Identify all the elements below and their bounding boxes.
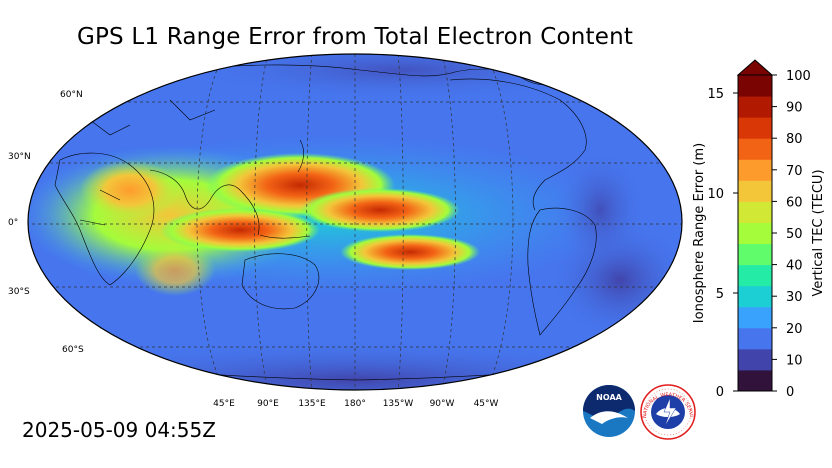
chart-title: GPS L1 Range Error from Total Electron C… [76, 24, 634, 50]
lat-label-60n: 60°N [60, 90, 83, 100]
colorbar-segment [738, 327, 772, 350]
colorbar-left-label: Ionosphere Range Error (m) [692, 143, 707, 323]
lon-label-135e: 135°E [298, 399, 326, 409]
left-tick-15: 15 [707, 87, 724, 102]
colorbar: 15 10 5 0 100 90 80 70 60 50 40 30 20 10… [692, 59, 826, 400]
right-tick-20: 20 [786, 322, 803, 337]
lon-label-135w: 135°W [383, 399, 414, 409]
lat-label-0: 0° [8, 218, 18, 228]
lat-label-30s: 30°S [8, 287, 30, 297]
colorbar-extend-arrow [736, 59, 774, 76]
colorbar-segments [738, 75, 772, 392]
colorbar-segment [738, 117, 772, 139]
colorbar-segment [738, 348, 772, 371]
timestamp: 2025-05-09 04:55Z [22, 418, 216, 442]
colorbar-segment [738, 159, 772, 181]
lon-label-90w: 90°W [430, 399, 455, 409]
left-tick-0: 0 [716, 385, 724, 400]
left-tick-5: 5 [716, 287, 724, 302]
colorbar-segment [738, 96, 772, 118]
lon-label-45e: 45°E [213, 399, 235, 409]
right-tick-50: 50 [786, 227, 803, 242]
right-tick-90: 90 [786, 101, 803, 116]
left-tick-10: 10 [707, 187, 724, 202]
colorbar-right-label: Vertical TEC (TECU) [811, 169, 826, 296]
colorbar-segment [738, 180, 772, 202]
lon-label-90e: 90°E [257, 399, 279, 409]
lat-label-60s: 60°S [62, 345, 84, 355]
colorbar-segment [738, 201, 772, 223]
right-tick-40: 40 [786, 259, 803, 274]
lat-label-30n: 30°N [8, 152, 31, 162]
colorbar-segment [738, 369, 772, 392]
svg-text:NOAA: NOAA [596, 393, 622, 402]
map-border [27, 53, 683, 391]
lon-label-180: 180° [344, 399, 366, 409]
colorbar-segment [738, 306, 772, 329]
nws-logo: NATIONAL WEATHER SERVICE [640, 384, 696, 440]
right-tick-80: 80 [786, 132, 803, 147]
colorbar-segment [738, 222, 772, 245]
tec-field [28, 54, 682, 390]
right-tick-30: 30 [786, 290, 803, 305]
right-tick-0: 0 [786, 385, 794, 400]
right-tick-10: 10 [786, 353, 803, 368]
colorbar-segment [738, 138, 772, 160]
colorbar-segment [738, 243, 772, 266]
colorbar-segment [738, 75, 772, 97]
right-tick-100: 100 [786, 69, 811, 84]
right-tick-70: 70 [786, 164, 803, 179]
noaa-logo: NOAA [583, 385, 635, 437]
lon-label-45w: 45°W [474, 399, 499, 409]
colorbar-segment [738, 264, 772, 287]
right-tick-60: 60 [786, 195, 803, 210]
colorbar-segment [738, 285, 772, 308]
